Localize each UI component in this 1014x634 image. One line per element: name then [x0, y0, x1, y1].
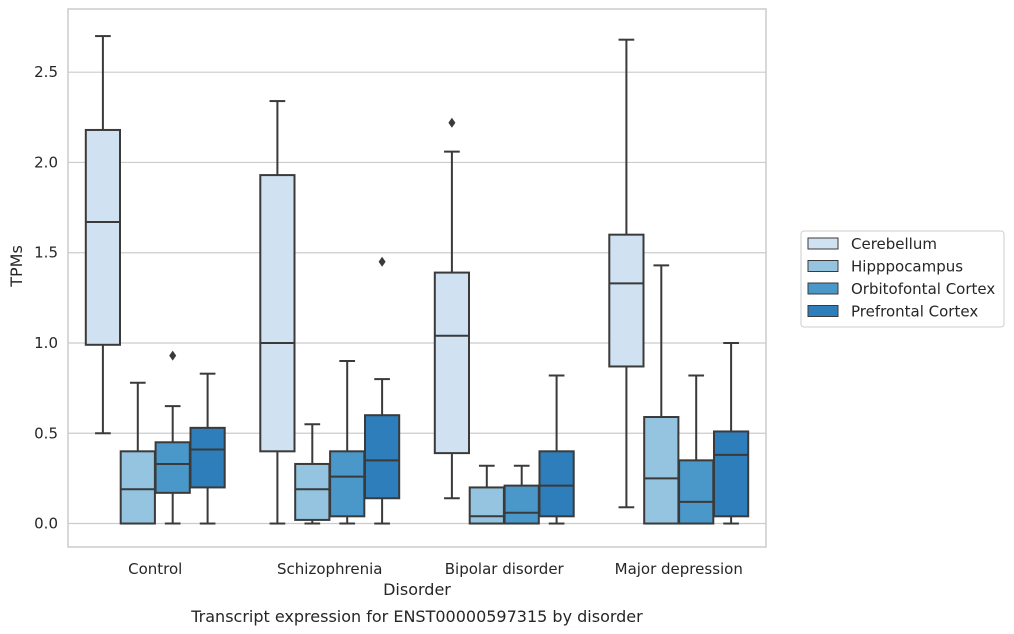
legend-frame [800, 230, 1005, 328]
legend-items: Cerebellum Hipppocampus Orbitofontal Corte… [807, 235, 995, 321]
box-iqr [329, 450, 366, 518]
box-iqr [154, 441, 191, 494]
box-group [363, 256, 401, 525]
box-iqr [643, 416, 680, 525]
box-iqr [468, 486, 505, 525]
box-iqr [259, 174, 296, 453]
box-group [538, 374, 575, 525]
legend-swatch [807, 282, 839, 295]
chart-caption: Transcript expression for ENST0000059731… [190, 607, 643, 626]
y-axis-label: TPMs [7, 245, 26, 288]
box-group [468, 464, 505, 525]
outlier-marker [169, 350, 177, 361]
y-tick-label: 1.5 [34, 244, 58, 262]
y-tick-label: 0.5 [34, 424, 58, 442]
box-iqr [363, 414, 401, 500]
legend-swatch [807, 260, 839, 272]
box-iqr [433, 271, 471, 455]
box-iqr [294, 462, 331, 521]
box-iqr [538, 450, 575, 518]
x-tick-label: Major depression [615, 560, 743, 578]
outlier-marker [448, 117, 456, 128]
y-axis-ticks: 0.0 0.5 1.0 1.5 2.0 2.5 [34, 63, 58, 532]
outlier-marker [378, 256, 386, 267]
box-group [294, 423, 331, 525]
legend: Cerebellum Hipppocampus Orbitofontal Corte… [800, 230, 1005, 328]
box-iqr [712, 430, 750, 518]
box-group [712, 341, 750, 525]
legend-swatch [807, 237, 839, 250]
y-tick-label: 0.0 [34, 515, 58, 533]
x-tick-label: Control [128, 560, 182, 578]
box-group [84, 35, 122, 435]
x-tick-label: Schizophrenia [277, 560, 382, 578]
box-group [643, 264, 680, 525]
legend-label: Hipppocampus [851, 258, 963, 276]
box-group [189, 372, 226, 525]
box-group [154, 350, 191, 525]
box-plot-series [84, 35, 750, 525]
box-iqr [119, 450, 156, 525]
box-group [678, 374, 715, 525]
legend-swatch [807, 305, 839, 317]
box-iqr [678, 459, 715, 525]
plot-area-frame [67, 8, 767, 548]
box-group [433, 117, 471, 500]
y-tick-label: 1.0 [34, 334, 58, 352]
box-iqr [503, 484, 540, 525]
y-tick-label: 2.0 [34, 153, 58, 171]
y-tick-label: 2.5 [34, 63, 58, 81]
box-group [503, 464, 540, 525]
x-axis-ticks: Control Schizophrenia Bipolar disorder Majo… [128, 560, 743, 578]
x-axis-label: Disorder [383, 580, 451, 599]
box-group [259, 100, 296, 525]
box-group [608, 38, 645, 509]
box-iqr [84, 128, 122, 346]
legend-label: Prefrontal Cortex [851, 303, 978, 321]
box-iqr [189, 426, 226, 489]
box-group [329, 360, 366, 525]
x-tick-label: Bipolar disorder [445, 560, 565, 578]
legend-label: Cerebellum [851, 235, 937, 253]
box-iqr [608, 233, 645, 368]
legend-label: Orbitofontal Cortex [851, 280, 995, 298]
box-group [119, 381, 156, 525]
